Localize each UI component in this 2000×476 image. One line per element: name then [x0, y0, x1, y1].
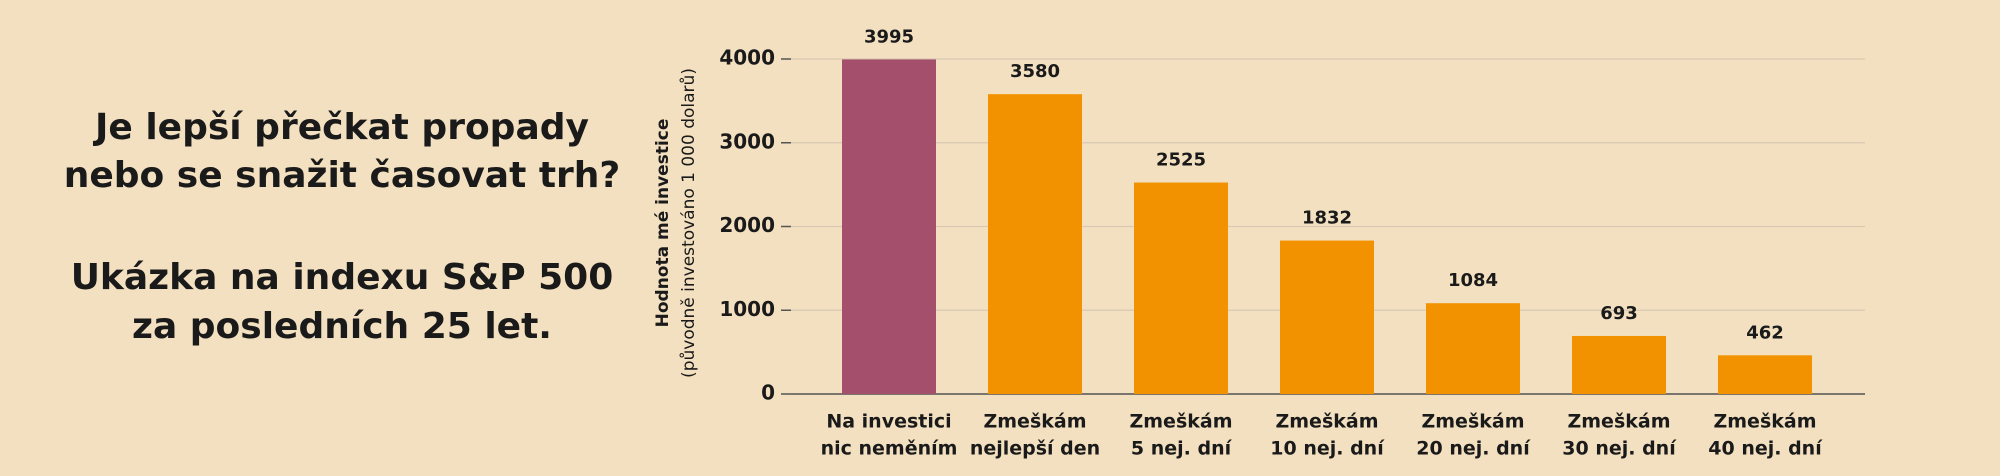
y-axis-label: (původně investováno 1 000 dolarů) — [679, 68, 699, 378]
x-tick-label: Zmeškám — [1129, 411, 1232, 433]
y-tick-label: 1000 — [719, 297, 775, 321]
x-tick-label: Zmeškám — [1275, 411, 1378, 433]
value-label: 1084 — [1448, 270, 1498, 291]
y-tick-label: 0 — [761, 381, 775, 405]
subheadline: Ukázka na indexu S&P 500 — [71, 257, 614, 298]
bar — [1280, 240, 1374, 394]
headline: Je lepší přečkat propady — [92, 107, 589, 148]
bar — [1718, 355, 1812, 394]
x-tick-label: Zmeškám — [983, 411, 1086, 433]
y-tick-label: 4000 — [719, 46, 775, 70]
bar — [1134, 182, 1228, 394]
x-tick-label: nejlepší den — [970, 438, 1100, 460]
subheadline: za posledních 25 let. — [132, 306, 552, 347]
x-tick-label: 5 nej. dní — [1131, 438, 1233, 460]
x-tick-label: Zmeškám — [1421, 411, 1524, 433]
value-label: 693 — [1600, 303, 1638, 324]
x-tick-label: 20 nej. dní — [1416, 438, 1531, 460]
value-label: 3580 — [1010, 61, 1060, 82]
y-tick-label: 3000 — [719, 129, 775, 153]
value-label: 462 — [1746, 322, 1784, 343]
value-label: 1832 — [1302, 208, 1352, 229]
x-tick-label: 40 nej. dní — [1708, 438, 1823, 460]
value-label: 2525 — [1156, 150, 1206, 171]
bar — [1572, 335, 1666, 394]
x-tick-label: 30 nej. dní — [1562, 438, 1677, 460]
x-tick-label: Zmeškám — [1567, 411, 1670, 433]
x-tick-label: nic neměním — [821, 438, 958, 460]
x-tick-label: Na investici — [826, 411, 951, 433]
bar — [1426, 303, 1520, 394]
value-label: 3995 — [864, 26, 914, 47]
y-axis-label: Hodnota mé investice — [653, 119, 673, 328]
x-tick-label: Zmeškám — [1713, 411, 1816, 433]
x-tick-label: 10 nej. dní — [1270, 438, 1385, 460]
y-tick-label: 2000 — [719, 213, 775, 237]
bar — [988, 94, 1082, 395]
bar — [842, 59, 936, 394]
headline: nebo se snažit časovat trh? — [64, 155, 621, 196]
